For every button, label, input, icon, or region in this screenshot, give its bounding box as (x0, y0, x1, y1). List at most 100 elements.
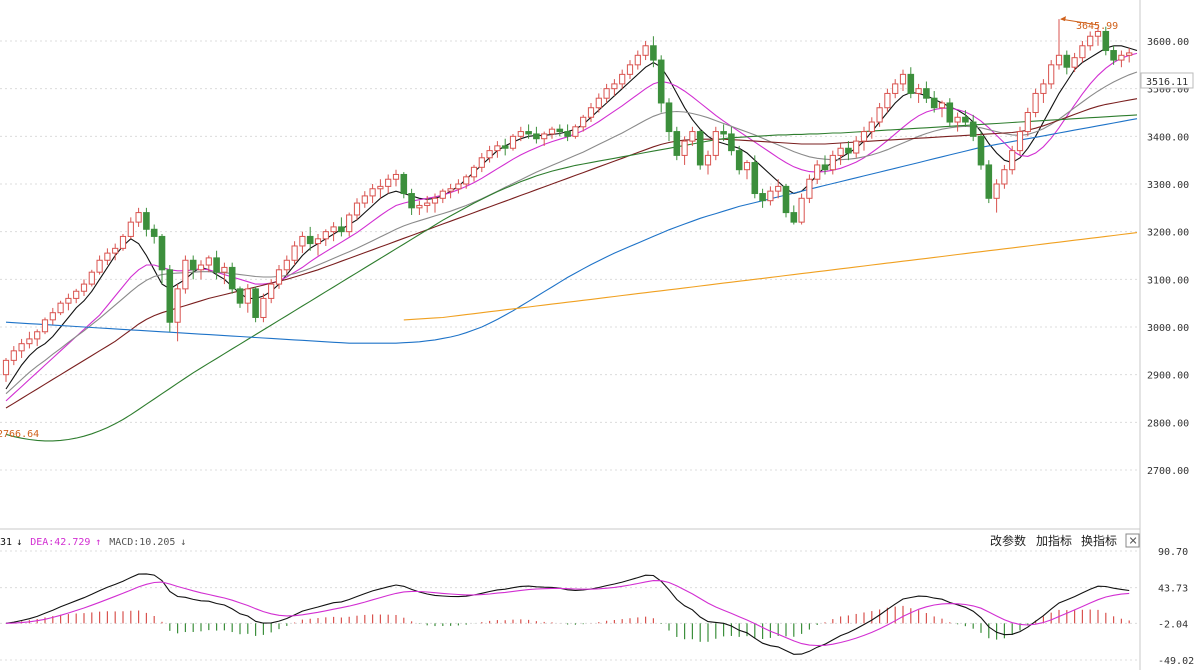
candle (509, 133, 517, 151)
candle (665, 98, 673, 142)
candle (977, 131, 985, 170)
candle (1001, 164, 1008, 189)
candle (743, 160, 751, 180)
macd-tick-label: 90.70 (1158, 547, 1188, 558)
price-tick-label: 3600.00 (1147, 37, 1189, 48)
moving-average-line-6 (5, 118, 1138, 344)
candle (88, 269, 95, 287)
candle (1126, 48, 1133, 63)
candle (275, 265, 283, 289)
macd-tick-label: -49.02 (1158, 656, 1194, 667)
candle (1063, 50, 1071, 75)
moving-average-line-7 (403, 232, 1138, 321)
candle (556, 124, 564, 137)
macd-legend: 31 ↓ DEA:42.729 ↑ MACD:10.205 ↓ (0, 537, 186, 548)
candle (548, 126, 556, 139)
macd-legend-arrow: ↑ (95, 537, 101, 548)
candle (860, 126, 868, 151)
candle (463, 174, 470, 189)
candle (892, 79, 899, 99)
price-annotations: 3645.99 2766.64 3516.11 (0, 16, 1194, 440)
candle (572, 124, 579, 139)
candle (135, 207, 142, 227)
candle (34, 329, 41, 347)
candle (213, 250, 220, 280)
candle (930, 91, 938, 113)
price-tick-label: 3100.00 (1147, 275, 1189, 286)
candle (338, 217, 345, 237)
candle (814, 160, 821, 184)
candle (143, 207, 150, 237)
candle (119, 234, 127, 251)
candle (954, 112, 961, 132)
candle (517, 126, 524, 142)
candle (260, 293, 267, 323)
close-button[interactable] (1125, 533, 1140, 548)
candle (252, 286, 259, 323)
change-params-button[interactable]: 改参数 (990, 533, 1026, 548)
candle (127, 217, 134, 239)
candle (361, 191, 368, 208)
candle (603, 83, 610, 103)
candle (993, 179, 1000, 213)
macd-legend-arrow: ↓ (16, 537, 22, 548)
candle (704, 150, 712, 175)
low-price-label: 2766.64 (0, 429, 39, 440)
candle (1094, 26, 1102, 46)
candle (1055, 19, 1063, 70)
candle (821, 155, 829, 175)
candle (470, 164, 478, 182)
candle (80, 279, 88, 297)
candle (720, 124, 727, 142)
candle (189, 255, 197, 280)
candle (806, 174, 813, 204)
macd-tick-label: 43.73 (1158, 584, 1188, 595)
candle (439, 188, 446, 204)
candle (899, 69, 907, 92)
candle (985, 160, 993, 204)
candle (57, 300, 64, 316)
candle (96, 255, 103, 275)
candle (1118, 50, 1125, 68)
candle (104, 248, 111, 266)
candle (525, 124, 532, 139)
candle (158, 234, 166, 285)
moving-average-line-3 (5, 71, 1138, 395)
candle (49, 307, 56, 325)
price-tick-label: 2900.00 (1147, 371, 1189, 382)
candle (946, 98, 954, 127)
macd-legend-item: 31 (0, 537, 12, 548)
candle (650, 36, 657, 68)
candle (400, 172, 408, 199)
candle (385, 174, 392, 194)
candle (1032, 88, 1039, 118)
candle (759, 188, 766, 208)
switch-indicator-button[interactable]: 换指标 (1081, 533, 1117, 548)
candle (353, 198, 361, 220)
price-tick-label: 3000.00 (1147, 323, 1189, 334)
add-indicator-button[interactable]: 加指标 (1036, 533, 1072, 548)
candle (268, 279, 275, 304)
candle (837, 143, 844, 165)
candle (611, 79, 618, 96)
candle (1087, 31, 1094, 51)
candle (408, 188, 415, 215)
candle (728, 126, 735, 156)
price-tick-label: 2700.00 (1147, 466, 1189, 477)
candle (657, 55, 665, 113)
candle (65, 293, 72, 311)
candle (10, 346, 17, 366)
candle (673, 126, 681, 161)
macd-legend-item: DEA:42.729 (30, 537, 90, 548)
macd-axis: 90.70 43.73 -2.04 -49.02 (1158, 547, 1194, 667)
candle (915, 83, 922, 103)
candle (322, 229, 329, 246)
candle (845, 141, 852, 161)
candlesticks (2, 19, 1133, 382)
candle (166, 265, 174, 332)
candle (775, 179, 782, 199)
candle (907, 67, 915, 99)
candle (478, 153, 485, 173)
candle (712, 126, 719, 161)
